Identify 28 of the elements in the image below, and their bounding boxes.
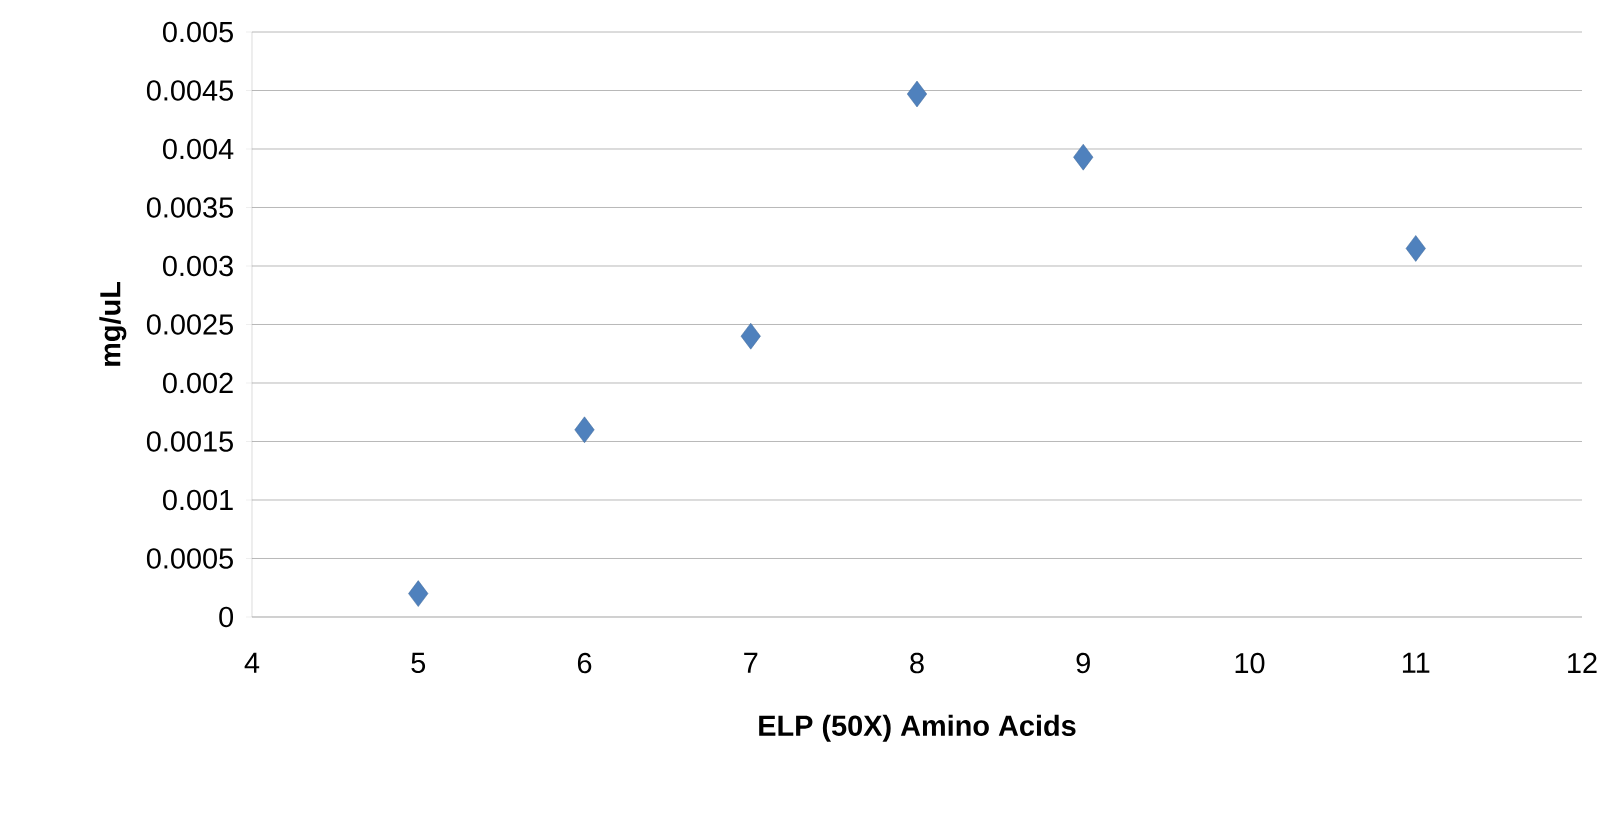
y-tick-label: 0 [219,606,234,628]
x-tick-label: 9 [1076,652,1090,674]
y-tick-label: 0.002 [162,372,233,394]
x-tick-label: 11 [1402,652,1430,673]
x-tick-label: 4 [244,652,260,673]
y-tick-label: 0.0035 [146,197,233,218]
point [1405,235,1426,262]
y-tick-label: 0.0005 [146,548,233,569]
y-tick-label: 0.001 [162,489,233,511]
x-axis-title: ELP (50X) Amino Acids [759,714,1076,742]
x-tick-label: 8 [910,652,924,674]
y-tick-label: 0.0045 [146,80,233,101]
y-axis-title: mg/uL [99,282,127,366]
point [740,322,761,350]
y-tick-label: 0.0015 [146,431,233,452]
x-tick-label: 10 [1235,652,1265,674]
point [408,580,429,607]
x-tick-label: 6 [577,652,592,674]
point [906,80,927,108]
point [574,416,595,444]
x-tick-label: 12 [1568,652,1597,674]
y-tick-label: 0.004 [162,138,234,160]
y-tick-label: 0.003 [162,255,233,277]
x-tick-label: 5 [411,652,426,673]
y-tick-label: 0.005 [162,21,233,43]
x-tick-label: 7 [744,652,758,673]
y-tick-label: 0.0025 [146,314,233,335]
point [1073,143,1094,171]
